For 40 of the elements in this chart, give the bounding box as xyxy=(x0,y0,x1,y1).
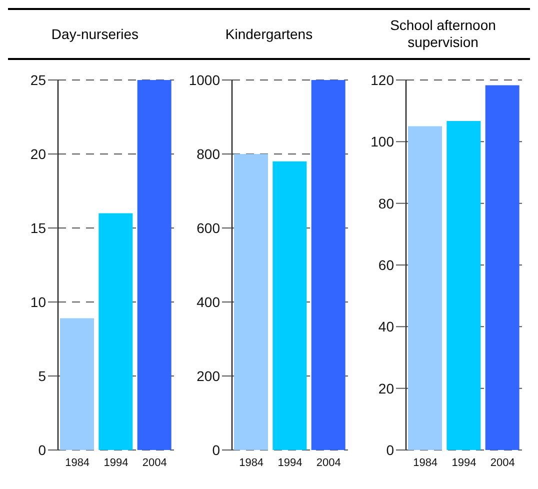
y-tick-label: 0 xyxy=(212,442,220,458)
x-tick-label: 1994 xyxy=(452,456,476,469)
x-tick-label: 2004 xyxy=(316,456,341,469)
x-tick-label: 2004 xyxy=(490,456,515,469)
bar xyxy=(137,80,172,450)
y-tick-label: 100 xyxy=(370,134,394,150)
bar xyxy=(234,154,268,450)
x-tick-label: 1984 xyxy=(239,456,264,469)
bar xyxy=(98,213,133,450)
y-tick-label: 15 xyxy=(30,220,46,236)
y-tick-label: 80 xyxy=(378,195,394,212)
x-tick-label: 1984 xyxy=(65,456,90,469)
x-tick-label: 1994 xyxy=(278,456,302,469)
bar xyxy=(60,318,94,450)
bar xyxy=(408,126,442,450)
y-tick-label: 5 xyxy=(38,368,46,384)
x-tick-label: 1994 xyxy=(104,456,128,469)
y-tick-label: 60 xyxy=(378,256,394,273)
y-tick-label: 20 xyxy=(30,146,46,162)
chart-title: Kindergartens xyxy=(225,26,313,42)
y-tick-label: 40 xyxy=(378,318,394,335)
bar xyxy=(311,80,346,450)
y-tick-label: 600 xyxy=(196,220,220,236)
bar xyxy=(446,121,481,450)
y-tick-label: 200 xyxy=(196,368,220,384)
y-tick-label: 10 xyxy=(30,294,46,310)
y-tick-label: 0 xyxy=(38,442,46,458)
y-tick-label: 1000 xyxy=(188,72,220,88)
y-tick-label: 400 xyxy=(196,294,220,310)
x-tick-label: 2004 xyxy=(142,456,167,469)
y-tick-label: 120 xyxy=(370,72,394,88)
y-tick-label: 0 xyxy=(386,442,394,458)
x-tick-label: 1984 xyxy=(413,456,438,469)
y-tick-label: 25 xyxy=(30,72,46,88)
bar xyxy=(485,85,520,450)
chart-title: School afternoon supervision xyxy=(389,17,497,51)
bar xyxy=(272,161,307,450)
y-tick-label: 800 xyxy=(196,146,220,162)
chart-title: Day-nurseries xyxy=(51,26,139,42)
y-tick-label: 20 xyxy=(378,380,394,396)
